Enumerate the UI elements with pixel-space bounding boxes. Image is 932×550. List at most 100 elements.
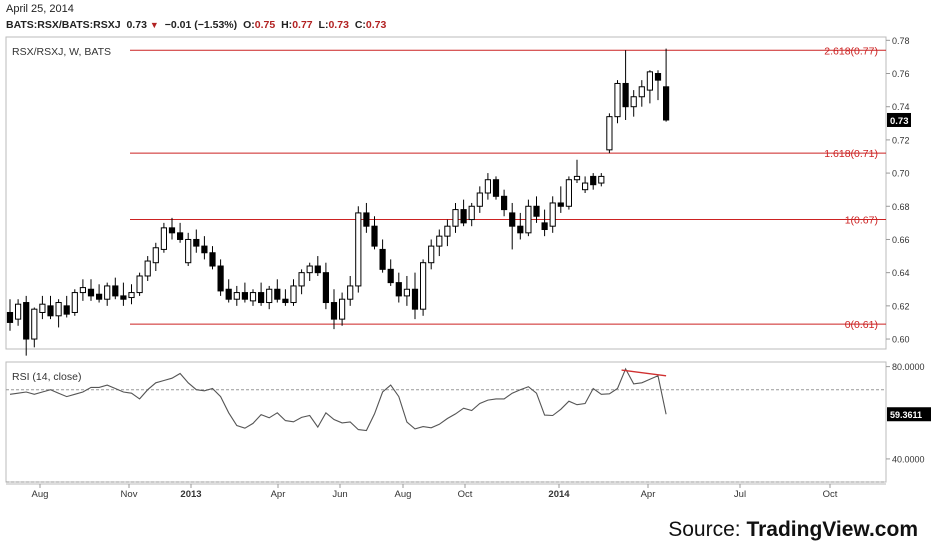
candle-down [168,227,176,234]
price-ytick-label: 0.68 [892,202,910,212]
candle-down [330,302,338,320]
candle-up [428,245,435,264]
candle-up [152,247,159,264]
symbol-label[interactable]: BATS:RSX/BATS:RSXJ [6,19,121,31]
candle-down [590,175,597,186]
candle-down [314,265,321,274]
chart-date: April 25, 2014 [6,3,74,15]
candle-up [233,292,240,300]
open-label: O: [243,19,255,31]
grid-layer [6,389,886,483]
fib-level-label: 2.618(0.77) [824,45,878,57]
candle-down [274,288,281,300]
candle-down [241,292,249,300]
candle-up [31,308,38,340]
rsi-last-value-label: 59.3611 [890,410,922,420]
candle-down [201,245,208,254]
candle-down [96,293,103,300]
x-tick-label: 2014 [548,489,570,500]
candle-down [6,311,14,323]
candle-down [533,205,540,217]
candle-up [420,262,427,310]
candle-up [249,292,257,302]
candle-up [160,227,168,250]
candle-down [225,288,232,300]
candle-down [363,212,370,227]
candle-up [582,182,589,191]
candle-up [306,265,313,274]
candle-down [63,305,70,315]
candle-up [266,288,273,304]
candle-down [282,298,289,304]
axis-labels: 0.60 0.62 0.64 0.66 0.68 0.70 0.72 0.74 0.76 0.78… [6,36,931,500]
rsi-line [9,367,667,432]
candle-down [47,305,54,317]
candle-up [598,175,605,184]
rsi-ytick-label: 80.0000 [892,362,925,372]
x-tick-label: Oct [458,489,473,500]
candle-down [509,212,516,227]
candle-up [525,205,532,234]
candle-down [395,282,402,297]
price-ytick-label: 0.64 [892,268,910,278]
candle-down [193,238,200,247]
candle-up [403,288,410,297]
candle-down [654,73,662,81]
candle-up [128,292,135,299]
candlestick-series [6,48,670,356]
x-tick-label: Nov [121,489,138,500]
candle-up [614,82,621,118]
high-value: 0.77 [292,19,313,31]
fib-level-label: 0(0.61) [845,319,878,331]
source-prefix: Source: [668,518,747,541]
price-ytick-label: 0.62 [892,301,910,311]
candle-down [622,82,629,108]
candle-down [177,232,184,240]
candle-up [144,260,151,277]
candle-up [79,287,87,294]
candle-down [23,302,30,340]
candle-down [87,288,95,297]
candle-up [71,292,78,313]
source-credit: Source: TradingView.com [668,518,918,542]
last-price-tag-label: 0.73 [890,116,909,127]
candle-up [339,298,346,320]
rsi-ytick-label: 40.0000 [892,454,925,464]
x-tick-label: Apr [641,489,656,500]
candle-up [290,285,297,304]
price-ytick-label: 0.70 [892,169,910,179]
down-arrow-icon: ▼ [149,20,159,30]
open-value: 0.75 [254,19,276,31]
rsi-series [9,367,667,432]
fib-level-label: 1.618(0.71) [824,148,878,160]
x-tick-label: Aug [32,489,49,500]
price-ytick-label: 0.76 [892,69,910,79]
candle-down [541,222,548,231]
fibonacci-levels: 2.618(0.77) 1.618(0.71) 1(0.67) 0(0.61) [130,45,886,331]
candle-up [436,235,443,247]
price-panel-border [5,36,887,350]
candle-down [120,295,127,300]
x-tick-label: Oct [823,489,838,500]
candle-up [136,275,143,294]
candle-down [379,248,386,270]
price-ytick-label: 0.78 [892,36,910,46]
candle-down [209,252,216,267]
candle-down [387,268,394,284]
low-label: L: [318,19,329,31]
candle-up [638,86,645,98]
candle-up [630,96,637,108]
candle-up [468,205,475,221]
candle-down [663,86,670,121]
price-ytick-label: 0.74 [892,102,910,112]
fib-level-label: 1(0.67) [845,215,878,227]
candle-up [104,285,111,300]
candle-up [606,116,613,151]
price-panel-title: RSX/RSXJ, W, BATS [12,46,111,58]
last-price: 0.73 [126,19,147,31]
low-value: 0.73 [328,19,349,31]
rsi-panel-border [5,361,887,483]
chart-canvas[interactable]: RSX/RSXJ, W, BATS RSI (14, close) 2.618(… [0,0,932,510]
close-label: C: [354,19,366,31]
rsi-divergence-line [621,369,667,377]
